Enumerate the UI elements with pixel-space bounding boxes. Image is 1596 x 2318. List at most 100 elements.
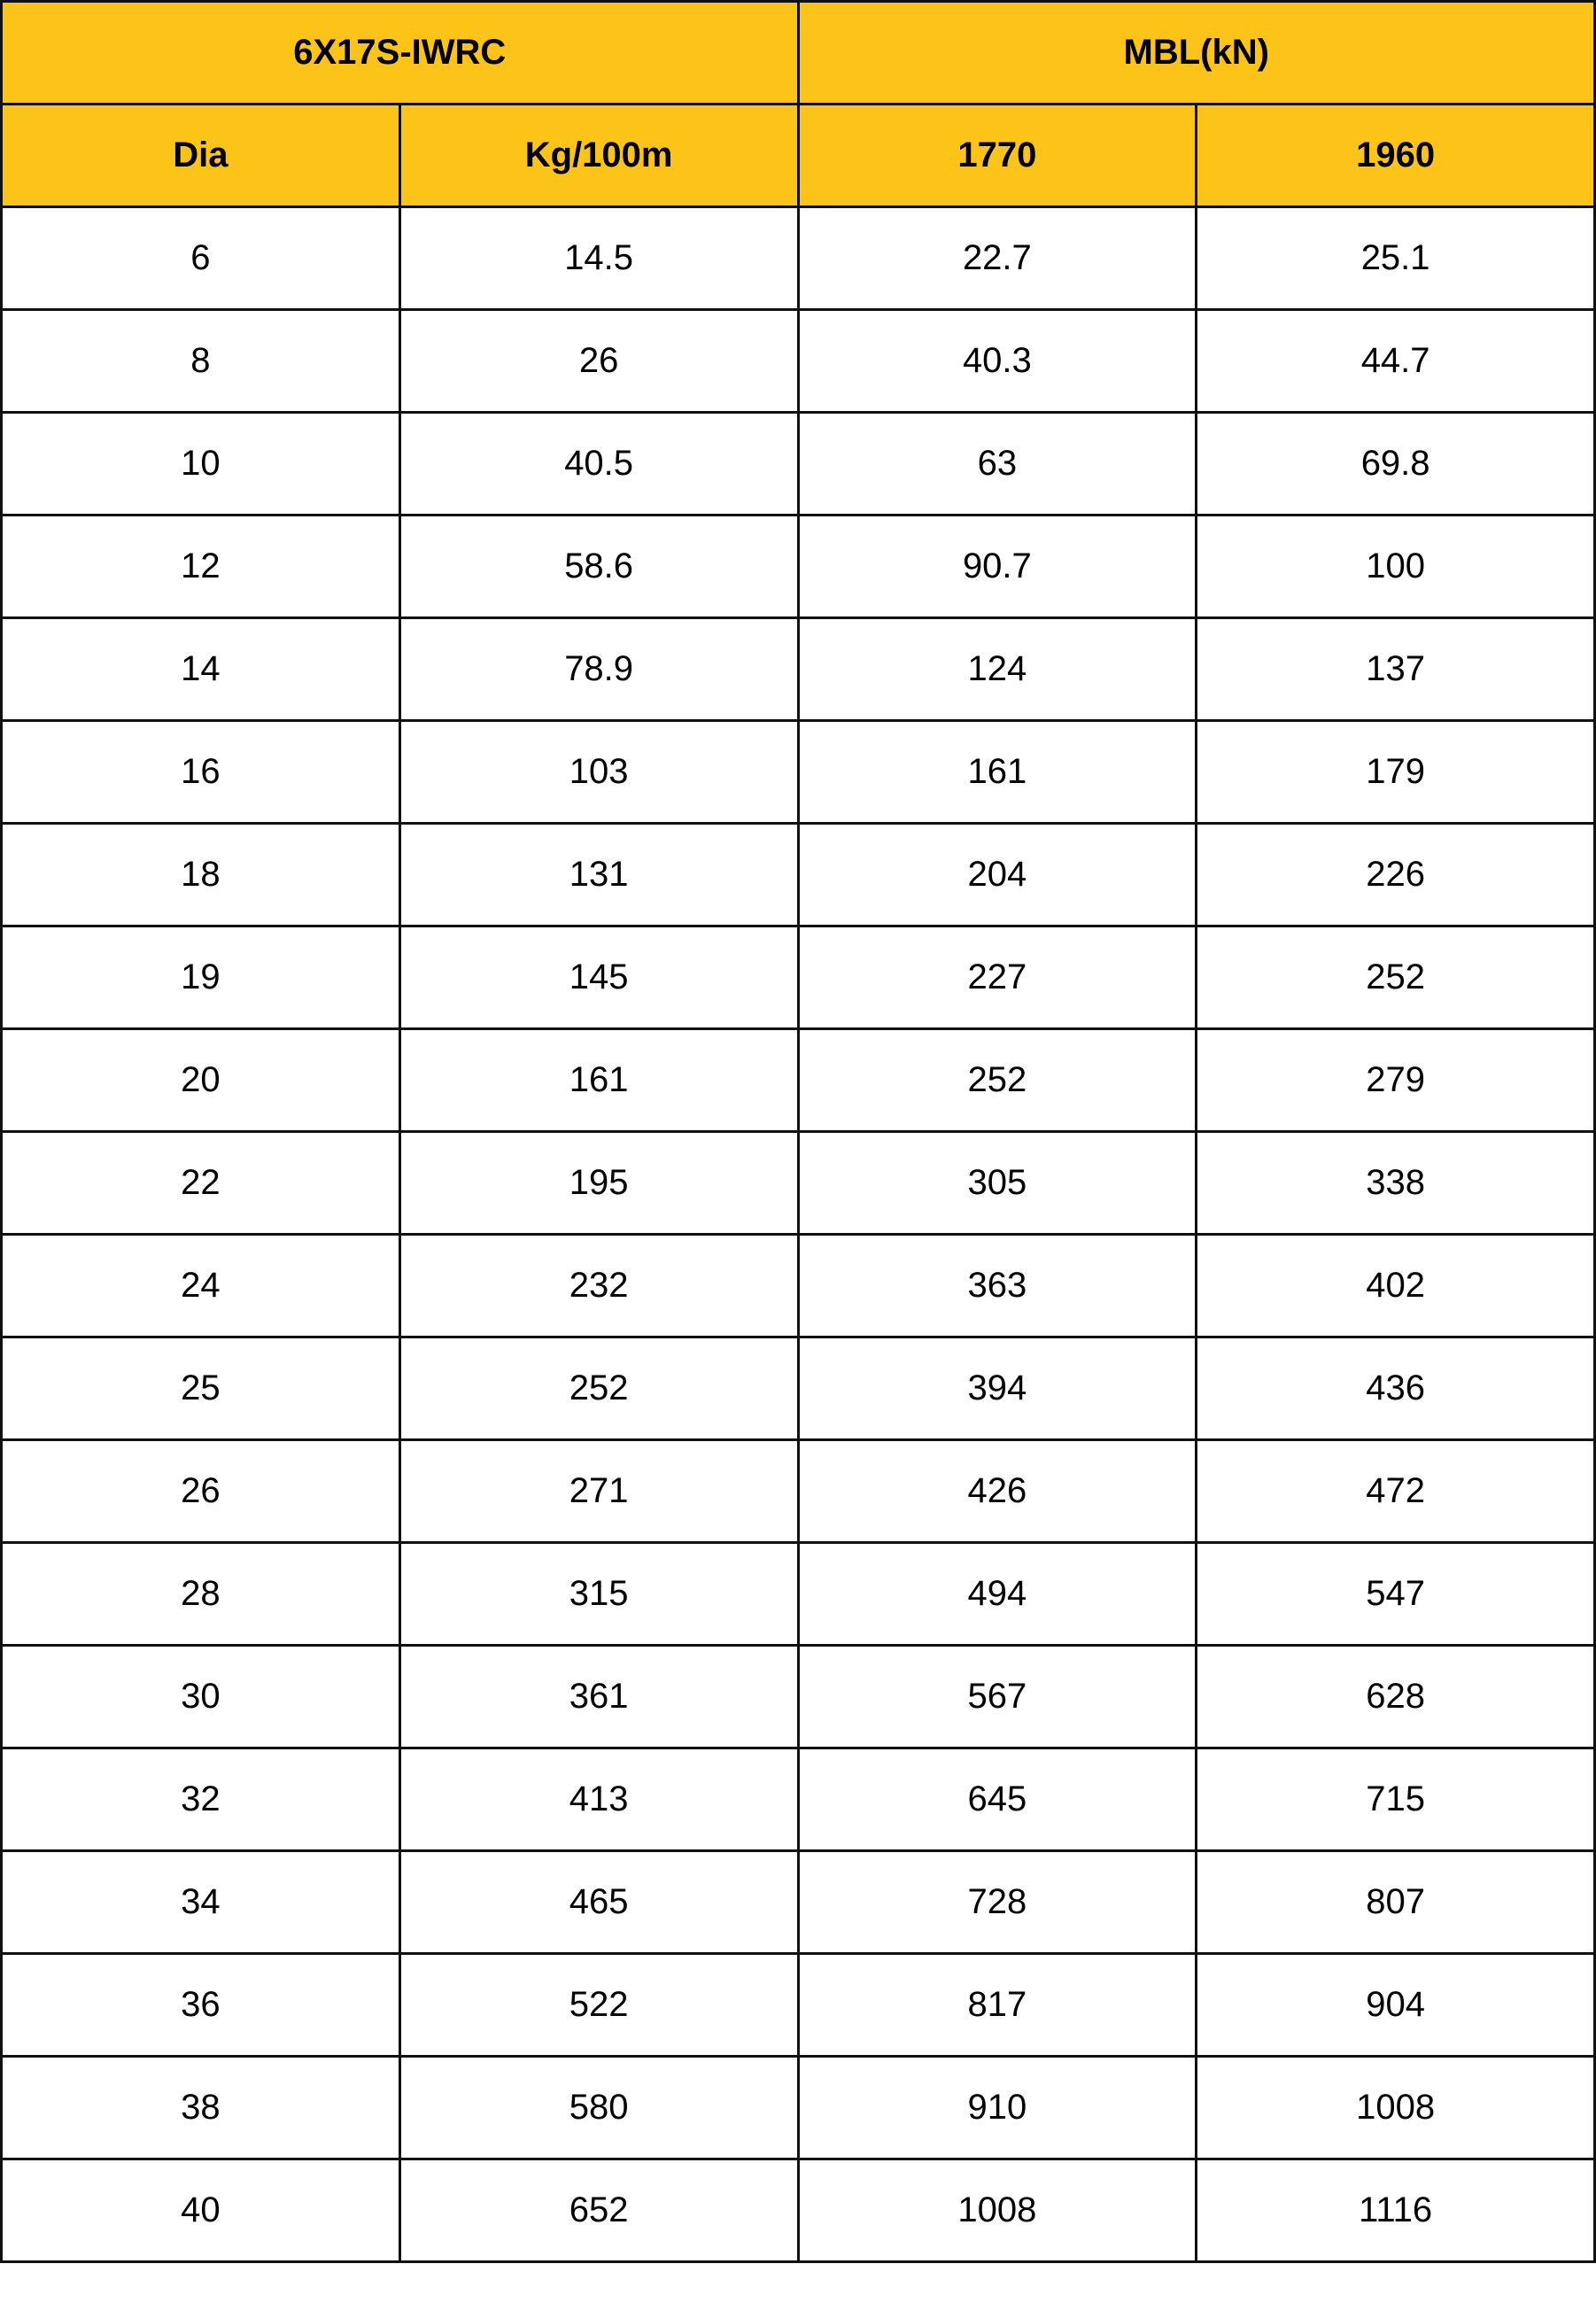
cell-mbl-1960: 137 — [1195, 616, 1596, 722]
cell-mbl-1960: 100 — [1195, 514, 1596, 619]
cell-dia: 8 — [0, 308, 401, 414]
cell-mbl-1770: 227 — [796, 925, 1198, 1030]
column-header-row: Dia Kg/100m 1770 1960 — [0, 103, 1596, 208]
column-header-weight: Kg/100m — [398, 103, 800, 208]
cell-dia: 30 — [0, 1644, 401, 1749]
cell-mbl-1770: 728 — [796, 1849, 1198, 1955]
cell-mbl-1960: 472 — [1195, 1438, 1596, 1544]
cell-dia: 22 — [0, 1130, 401, 1236]
cell-mbl-1960: 279 — [1195, 1027, 1596, 1133]
cell-weight: 413 — [398, 1747, 800, 1852]
table-row: 34 465 728 807 — [0, 1849, 1596, 1955]
cell-dia: 10 — [0, 411, 401, 516]
cell-mbl-1960: 1116 — [1195, 2158, 1596, 2263]
table-row: 12 58.6 90.7 100 — [0, 514, 1596, 619]
cell-mbl-1960: 252 — [1195, 925, 1596, 1030]
cell-mbl-1960: 226 — [1195, 822, 1596, 927]
cell-mbl-1770: 910 — [796, 2055, 1198, 2160]
cell-mbl-1770: 90.7 — [796, 514, 1198, 619]
cell-dia: 18 — [0, 822, 401, 927]
cell-mbl-1960: 179 — [1195, 719, 1596, 825]
column-header-1960: 1960 — [1195, 103, 1596, 208]
cell-mbl-1960: 1008 — [1195, 2055, 1596, 2160]
cell-mbl-1960: 807 — [1195, 1849, 1596, 1955]
cell-weight: 315 — [398, 1541, 800, 1647]
column-header-dia: Dia — [0, 103, 401, 208]
table-row: 14 78.9 124 137 — [0, 616, 1596, 722]
cell-mbl-1960: 547 — [1195, 1541, 1596, 1647]
table-body: 6 14.5 22.7 25.1 8 26 40.3 44.7 10 40.5 63 69.8 12 58… — [0, 205, 1596, 2263]
column-header-1770: 1770 — [796, 103, 1198, 208]
cell-dia: 24 — [0, 1233, 401, 1338]
rope-spec-table: 6X17S-IWRC MBL(kN) Dia Kg/100m 1770 1960… — [0, 0, 1596, 2263]
table-row: 28 315 494 547 — [0, 1541, 1596, 1647]
cell-mbl-1960: 338 — [1195, 1130, 1596, 1236]
table-row: 30 361 567 628 — [0, 1644, 1596, 1749]
cell-dia: 14 — [0, 616, 401, 722]
cell-weight: 252 — [398, 1336, 800, 1441]
cell-dia: 16 — [0, 719, 401, 825]
cell-mbl-1960: 25.1 — [1195, 205, 1596, 311]
cell-weight: 361 — [398, 1644, 800, 1749]
cell-mbl-1770: 305 — [796, 1130, 1198, 1236]
cell-mbl-1770: 124 — [796, 616, 1198, 722]
group-header-rope-type: 6X17S-IWRC — [0, 0, 800, 105]
cell-weight: 271 — [398, 1438, 800, 1544]
cell-mbl-1770: 40.3 — [796, 308, 1198, 414]
cell-weight: 652 — [398, 2158, 800, 2263]
table-row: 22 195 305 338 — [0, 1130, 1596, 1236]
cell-weight: 580 — [398, 2055, 800, 2160]
cell-mbl-1770: 1008 — [796, 2158, 1198, 2263]
cell-weight: 232 — [398, 1233, 800, 1338]
group-header-mbl: MBL(kN) — [796, 0, 1596, 105]
cell-dia: 36 — [0, 1952, 401, 2058]
cell-dia: 25 — [0, 1336, 401, 1441]
cell-mbl-1770: 645 — [796, 1747, 1198, 1852]
table-row: 20 161 252 279 — [0, 1027, 1596, 1133]
cell-weight: 465 — [398, 1849, 800, 1955]
cell-mbl-1770: 494 — [796, 1541, 1198, 1647]
cell-mbl-1960: 69.8 — [1195, 411, 1596, 516]
group-header-row: 6X17S-IWRC MBL(kN) — [0, 0, 1596, 105]
cell-weight: 40.5 — [398, 411, 800, 516]
cell-mbl-1770: 817 — [796, 1952, 1198, 2058]
cell-weight: 58.6 — [398, 514, 800, 619]
table-row: 36 522 817 904 — [0, 1952, 1596, 2058]
cell-mbl-1960: 904 — [1195, 1952, 1596, 2058]
cell-dia: 26 — [0, 1438, 401, 1544]
cell-weight: 131 — [398, 822, 800, 927]
cell-weight: 103 — [398, 719, 800, 825]
cell-dia: 28 — [0, 1541, 401, 1647]
table-row: 38 580 910 1008 — [0, 2055, 1596, 2160]
cell-weight: 195 — [398, 1130, 800, 1236]
table-row: 16 103 161 179 — [0, 719, 1596, 825]
cell-mbl-1960: 715 — [1195, 1747, 1596, 1852]
cell-dia: 12 — [0, 514, 401, 619]
table-row: 8 26 40.3 44.7 — [0, 308, 1596, 414]
cell-weight: 78.9 — [398, 616, 800, 722]
cell-mbl-1770: 204 — [796, 822, 1198, 927]
cell-weight: 161 — [398, 1027, 800, 1133]
cell-mbl-1770: 363 — [796, 1233, 1198, 1338]
cell-mbl-1960: 44.7 — [1195, 308, 1596, 414]
cell-mbl-1770: 22.7 — [796, 205, 1198, 311]
cell-weight: 145 — [398, 925, 800, 1030]
cell-dia: 20 — [0, 1027, 401, 1133]
table-row: 18 131 204 226 — [0, 822, 1596, 927]
cell-mbl-1770: 63 — [796, 411, 1198, 516]
table-row: 10 40.5 63 69.8 — [0, 411, 1596, 516]
table-row: 25 252 394 436 — [0, 1336, 1596, 1441]
cell-mbl-1770: 426 — [796, 1438, 1198, 1544]
cell-mbl-1770: 252 — [796, 1027, 1198, 1133]
cell-mbl-1960: 402 — [1195, 1233, 1596, 1338]
cell-mbl-1770: 161 — [796, 719, 1198, 825]
table-row: 24 232 363 402 — [0, 1233, 1596, 1338]
table-row: 40 652 1008 1116 — [0, 2158, 1596, 2263]
cell-dia: 32 — [0, 1747, 401, 1852]
cell-weight: 26 — [398, 308, 800, 414]
table-row: 6 14.5 22.7 25.1 — [0, 205, 1596, 311]
cell-mbl-1960: 628 — [1195, 1644, 1596, 1749]
cell-weight: 522 — [398, 1952, 800, 2058]
cell-mbl-1960: 436 — [1195, 1336, 1596, 1441]
table-row: 32 413 645 715 — [0, 1747, 1596, 1852]
